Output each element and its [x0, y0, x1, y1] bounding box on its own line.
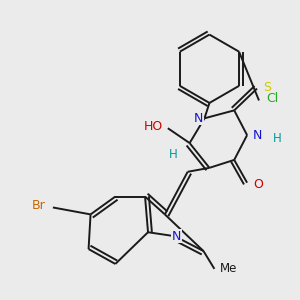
Text: HO: HO — [144, 120, 164, 133]
Text: Me: Me — [220, 262, 238, 275]
Text: O: O — [253, 178, 263, 191]
Text: H: H — [273, 132, 282, 145]
Text: Cl: Cl — [266, 92, 279, 106]
Text: N: N — [172, 230, 181, 243]
Text: Br: Br — [32, 200, 46, 212]
Text: N: N — [253, 129, 262, 142]
Text: N: N — [194, 112, 203, 125]
Text: S: S — [263, 81, 271, 94]
Text: H: H — [168, 148, 177, 161]
